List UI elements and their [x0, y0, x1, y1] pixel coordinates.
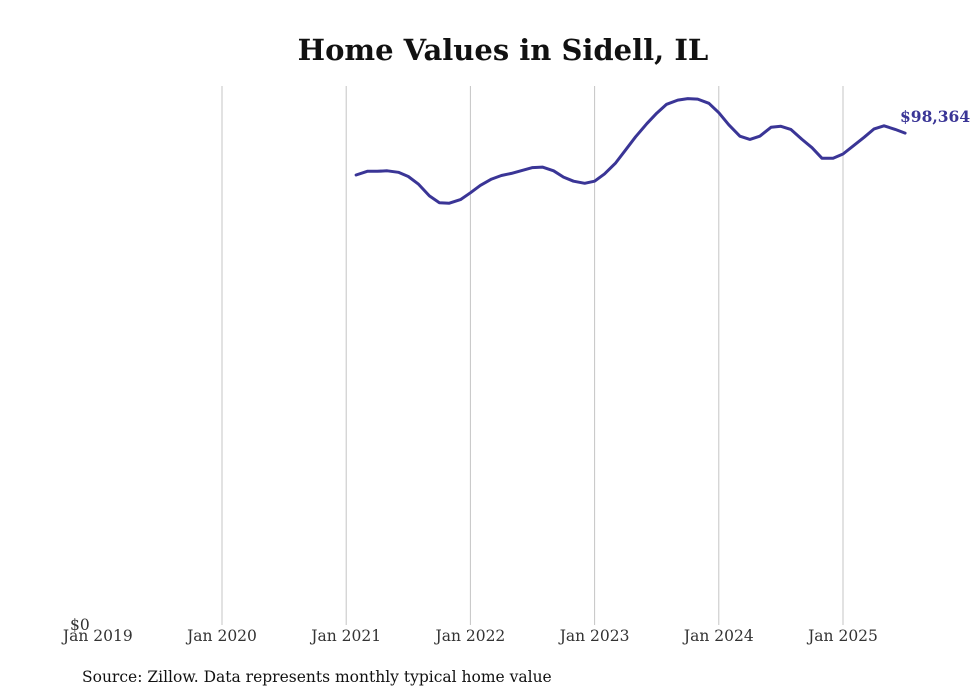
x-tick-label: Jan 2022 — [433, 627, 505, 645]
x-tick-label: Jan 2025 — [806, 627, 878, 645]
home-value-line — [354, 97, 907, 205]
last-value-label: $98,364 — [900, 107, 970, 126]
x-tick-label: Jan 2020 — [185, 627, 257, 645]
vertical-gridlines — [221, 86, 844, 625]
x-axis-ticks: Jan 2019 Jan 2020 Jan 2021 Jan 2022 Jan 2023… — [61, 627, 878, 645]
chart-title: Home Values in Sidell, IL — [298, 33, 709, 67]
x-tick-label: Jan 2024 — [682, 627, 754, 645]
x-tick-label: Jan 2023 — [558, 627, 630, 645]
y-tick-label-zero: $0 — [70, 616, 90, 634]
x-tick-label: Jan 2021 — [309, 627, 381, 645]
x-tick-label: Jan 2019 — [61, 627, 133, 645]
source-note: Source: Zillow. Data represents monthly … — [82, 668, 552, 686]
